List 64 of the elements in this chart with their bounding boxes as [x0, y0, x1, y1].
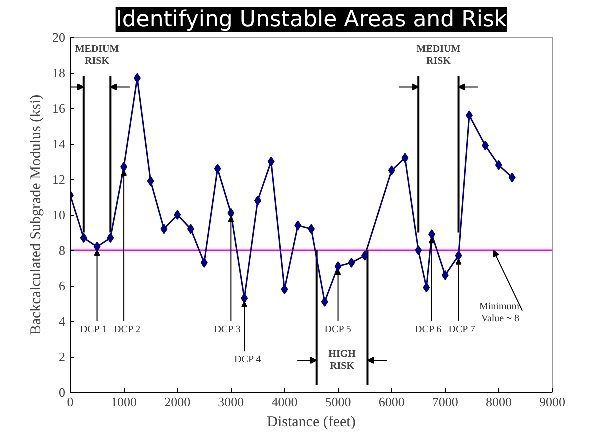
point: [281, 284, 288, 295]
x-tick-label: 6000: [378, 394, 405, 410]
point: [294, 220, 302, 231]
annotation: MEDIUM RISK: [75, 44, 120, 67]
y-tick-label: 10: [52, 208, 66, 222]
x-tick-label: 9000: [540, 394, 566, 410]
y-tick-label: 20: [52, 30, 66, 45]
point: [348, 258, 356, 268]
y-tick-label: 2: [59, 350, 66, 364]
point: [160, 224, 168, 234]
point: [482, 140, 490, 151]
x-tick-label: 5000: [325, 394, 352, 410]
x-tick-label: 4000: [272, 394, 298, 410]
point: [80, 233, 88, 244]
x-tick-label: 2000: [164, 394, 191, 410]
annotation: DCP 4: [234, 354, 262, 366]
annotation: DCP 2: [114, 324, 141, 336]
annotation: Minimum Value ~ 8: [480, 301, 520, 324]
point: [228, 208, 235, 218]
point: [423, 282, 430, 293]
annotation: DCP 1: [80, 324, 107, 336]
annotation: HIGH RISK: [328, 349, 356, 372]
point: [134, 73, 141, 84]
point: [147, 176, 154, 186]
x-tick-label: 8000: [486, 394, 512, 410]
point: [455, 250, 462, 261]
y-tick-label: 4: [59, 314, 66, 329]
y-tick-label: 8: [59, 243, 66, 258]
point: [174, 210, 182, 220]
point: [466, 110, 473, 121]
point: [495, 160, 502, 170]
point: [120, 162, 128, 172]
annotation: DCP 5: [324, 324, 352, 336]
point: [508, 172, 516, 183]
y-tick-label: 6: [59, 278, 66, 294]
x-tick-label: 3000: [218, 394, 244, 410]
point: [362, 250, 369, 261]
point: [254, 196, 262, 206]
annotation: DCP 3: [214, 324, 241, 336]
point: [241, 293, 248, 304]
point: [94, 242, 101, 252]
point: [200, 258, 208, 268]
y-tick-label: 0: [59, 385, 66, 400]
point: [214, 164, 222, 174]
x-tick-label: 1000: [111, 394, 138, 410]
annotation: DCP 7: [448, 324, 476, 336]
point: [321, 296, 328, 307]
chart-title: Identifying Unstable Areas and Risk: [116, 8, 508, 32]
y-tick-label: 18: [52, 66, 66, 80]
point: [334, 261, 342, 272]
point: [415, 246, 422, 256]
x-tick-label: 7000: [432, 394, 458, 410]
y-axis-title: Backcalculated Subgrade Modulus (ksi): [28, 94, 44, 336]
y-tick-label: 14: [52, 136, 66, 152]
point: [442, 270, 449, 280]
y-tick-label: 12: [52, 172, 66, 187]
x-axis-title: Distance (feet): [267, 414, 356, 430]
annotation: MEDIUM RISK: [416, 44, 462, 67]
point: [388, 166, 396, 176]
point: [107, 233, 114, 244]
annotation: DCP 6: [415, 324, 442, 336]
point: [402, 153, 409, 164]
point: [268, 156, 275, 167]
y-tick-label: 16: [52, 101, 66, 116]
